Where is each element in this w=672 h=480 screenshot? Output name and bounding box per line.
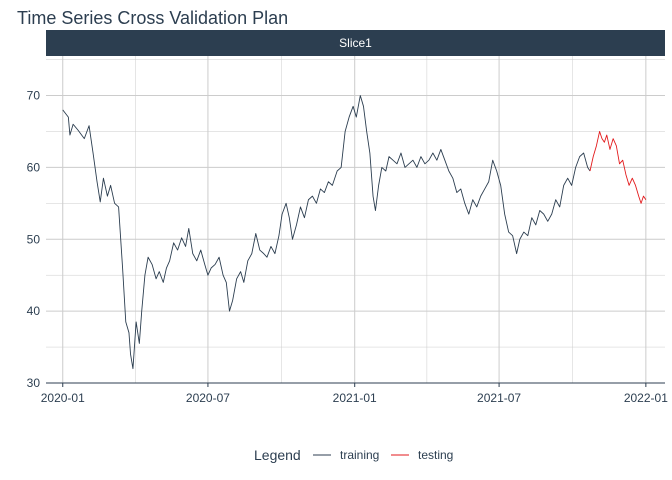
facet-label: Slice1	[339, 36, 372, 50]
legend-label-testing: testing	[418, 448, 453, 462]
series-line-training	[62, 95, 591, 370]
legend-label-training: training	[340, 448, 379, 462]
series-line-testing	[589, 131, 647, 204]
x-tick-label: 2021-07	[477, 391, 521, 405]
y-axis: 30 40 50 60 70	[27, 89, 41, 390]
y-tick-label: 70	[27, 89, 41, 103]
y-tick-label: 30	[27, 376, 41, 390]
y-tick-label: 40	[27, 304, 41, 318]
plot-lines	[62, 95, 647, 370]
x-tick-label: 2020-07	[186, 391, 230, 405]
legend-title: Legend	[254, 447, 301, 463]
y-tick-label: 60	[27, 160, 41, 174]
y-tick-label: 50	[27, 232, 41, 246]
legend: Legend training testing	[254, 447, 453, 463]
facet-strip	[46, 30, 665, 56]
x-tick-label: 2022-01	[624, 391, 668, 405]
x-axis: 2020-01 2020-07 2021-01 2021-07 2022-01	[41, 383, 668, 405]
chart-title: Time Series Cross Validation Plan	[17, 8, 288, 28]
grid-lines	[46, 56, 665, 384]
x-tick-label: 2021-01	[333, 391, 377, 405]
x-tick-label: 2020-01	[41, 391, 85, 405]
